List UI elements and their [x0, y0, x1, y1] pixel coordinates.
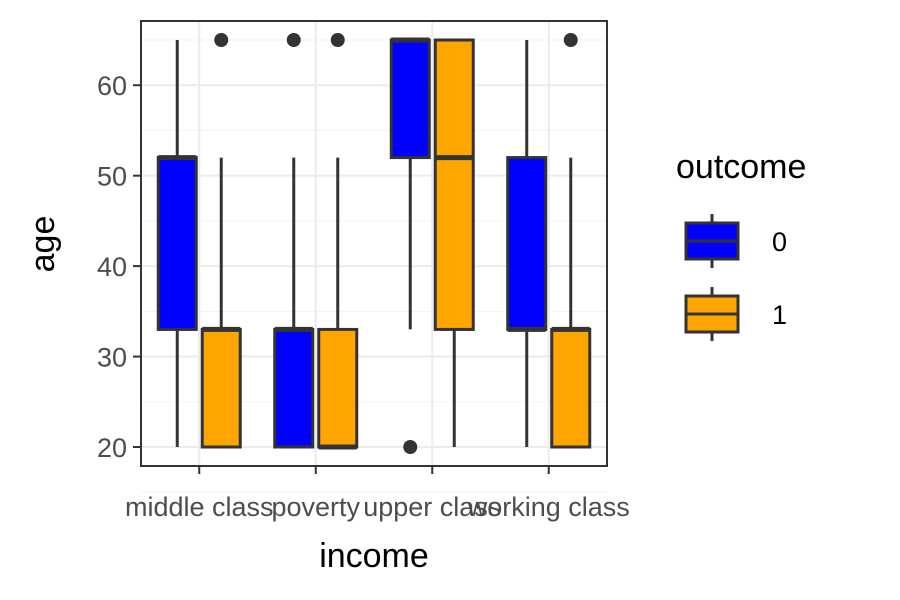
box-poverty-outcome-0: [273, 32, 315, 449]
legend-title: outcome: [676, 148, 806, 186]
y-axis: 20 30 40 50 60: [97, 71, 141, 463]
y-tick-label: 40: [97, 252, 127, 282]
box-iqr: [506, 156, 548, 331]
y-axis-title: age: [24, 216, 62, 273]
box-iqr: [550, 327, 592, 449]
box-working-class-outcome-0: [506, 39, 548, 448]
box-middle-class-outcome-1: [200, 32, 242, 449]
x-tick-label: working class: [467, 492, 630, 522]
y-tick-label: 60: [97, 71, 127, 101]
box-upper-class-outcome-0: [389, 37, 431, 455]
panel-border: [140, 20, 608, 467]
y-tick-label: 30: [97, 343, 127, 373]
legend-label: 0: [772, 227, 787, 257]
x-tick-label: poverty: [271, 492, 360, 522]
box-upper-class-outcome-1: [433, 38, 475, 448]
outlier-point: [286, 32, 301, 47]
legend-label: 1: [772, 300, 787, 330]
box-middle-class-outcome-0: [156, 39, 198, 448]
box-iqr: [200, 327, 242, 449]
outlier-point: [214, 32, 229, 47]
box-iqr: [433, 38, 475, 331]
x-tick-label: middle class: [125, 492, 274, 522]
legend: outcome 0 1: [676, 148, 806, 341]
outlier-point: [563, 32, 578, 47]
box-iqr: [156, 156, 198, 331]
legend-item-1: 1: [684, 287, 787, 341]
box-iqr: [389, 38, 431, 160]
box-iqr: [317, 327, 359, 449]
box-layer: [156, 32, 592, 455]
x-tick-label: upper class: [363, 492, 501, 522]
box-poverty-outcome-1: [317, 32, 359, 450]
x-axis-title: income: [319, 537, 429, 575]
y-tick-label: 20: [97, 433, 127, 463]
box-iqr: [273, 327, 315, 449]
legend-item-0: 0: [684, 214, 787, 268]
y-tick-label: 50: [97, 162, 127, 192]
box-working-class-outcome-1: [550, 32, 592, 449]
outlier-point: [403, 440, 418, 455]
outlier-point: [330, 32, 345, 47]
